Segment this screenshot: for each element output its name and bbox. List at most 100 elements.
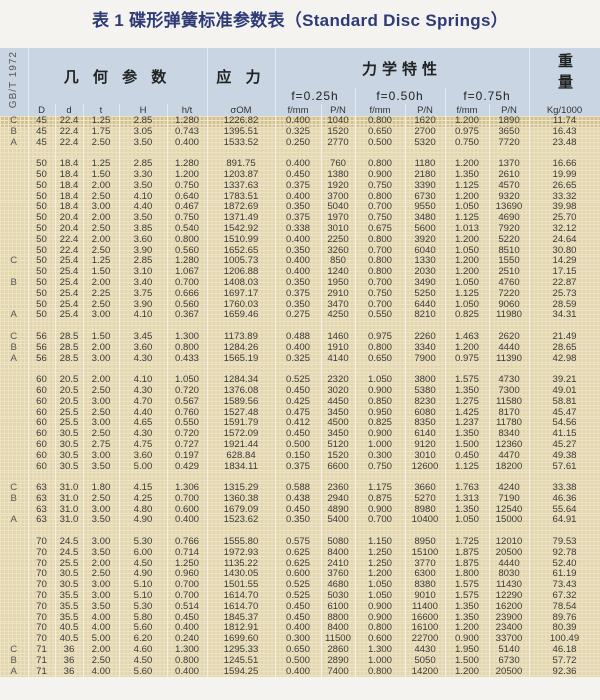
table-cell: 0.600	[275, 569, 322, 581]
grade-cell: C	[0, 645, 29, 656]
table-cell: 60	[28, 461, 56, 473]
table-cell: 1245.51	[207, 655, 276, 667]
table-cell: 8210	[405, 310, 446, 322]
table-cell: 0.250	[275, 137, 322, 149]
table-row: 60 30.5 2.75 4.75 0.727 1921.44 0.500 5120 1.000…	[0, 439, 600, 451]
table-cell: 2860	[321, 645, 356, 656]
table-cell: 1.200	[445, 342, 490, 354]
table-cell: 1330	[405, 256, 446, 268]
table-cell: 2910	[321, 288, 356, 300]
table-cell: 1.200	[445, 191, 490, 203]
table-cell: 1.125	[445, 180, 490, 192]
mechanics-header: 力学特性	[275, 48, 530, 88]
table-cell	[119, 364, 168, 376]
table-cell: 1620	[405, 116, 446, 127]
table-cell: 7300	[489, 385, 530, 397]
table-cell: 1.200	[445, 666, 490, 678]
table-cell: 1337.63	[207, 180, 276, 192]
table-cell: 7720	[489, 137, 530, 149]
table-cell: 5220	[489, 234, 530, 246]
table-cell: 4.90	[119, 515, 168, 527]
table-cell: 0.525	[275, 580, 322, 592]
table-cell: 2890	[321, 655, 356, 667]
table-cell: 1.350	[445, 601, 490, 613]
table-cell: 7220	[489, 288, 530, 300]
table-cell: 1.250	[167, 558, 208, 570]
table-cell: 3450	[321, 407, 356, 419]
table-cell: 25.4	[55, 310, 84, 322]
table-cell: 57.72	[529, 655, 600, 667]
table-cell: 5120	[321, 439, 356, 451]
table-cell: 25.4	[55, 277, 84, 289]
table-cell: 0.700	[355, 202, 406, 214]
table-cell: 2.00	[83, 375, 120, 386]
table-cell: 3700	[321, 191, 356, 203]
table-cell: 22700	[405, 634, 446, 646]
table-cell	[529, 364, 600, 376]
separator-row	[0, 321, 600, 332]
grade-cell: A	[0, 353, 29, 365]
table-cell: 5050	[405, 655, 446, 667]
table-cell: 0.450	[275, 169, 322, 181]
table-cell: 2030	[405, 267, 446, 278]
table-cell: 0.975	[355, 331, 406, 343]
table-cell: 1395.51	[207, 126, 276, 138]
table-cell	[355, 472, 406, 484]
table-cell: 3.50	[119, 137, 168, 149]
grade-cell	[0, 612, 29, 624]
table-row: 70 30.5 2.50 4.90 0.960 1430.05 0.600 3760 1.200…	[0, 569, 600, 581]
table-cell: 1.050	[445, 202, 490, 214]
table-cell: 11.74	[529, 116, 600, 127]
table-cell: 0.500	[275, 439, 322, 451]
table-cell: 28.59	[529, 299, 600, 311]
table-cell: 5270	[405, 493, 446, 505]
table-cell: 0.429	[167, 461, 208, 473]
table-cell	[275, 472, 322, 484]
table-cell: 4.10	[119, 310, 168, 322]
table-cell: 0.375	[275, 213, 322, 224]
table-cell: 3.00	[83, 310, 120, 322]
column-header: σOM	[207, 104, 276, 116]
table-cell: 0.433	[167, 353, 208, 365]
table-cell: 2620	[489, 331, 530, 343]
table-cell: 1.575	[445, 591, 490, 602]
table-cell: 1565.19	[207, 353, 276, 365]
standard-label: GB/T 1972	[8, 50, 20, 109]
table-cell: 1812.91	[207, 623, 276, 635]
table-row: C 45 22.4 1.25 2.85 1.280 1226.82 0.400 1040 0.80…	[0, 116, 600, 127]
table-cell: 3.50	[119, 180, 168, 192]
table-cell: 12600	[405, 461, 446, 473]
table-cell: 24.5	[55, 537, 84, 548]
table-cell: 0.475	[275, 407, 322, 419]
table-row: 50 18.4 2.00 3.50 0.750 1337.63 0.375 1920 0.750…	[0, 180, 600, 192]
grade-cell	[0, 461, 29, 473]
table-cell: 4.00	[83, 612, 120, 624]
table-cell: 2.00	[83, 213, 120, 224]
table-cell	[207, 364, 276, 376]
table-cell: 0.900	[355, 169, 406, 181]
table-cell: 70	[28, 569, 56, 581]
table-cell: 11980	[489, 310, 530, 322]
table-cell	[55, 526, 84, 538]
table-cell	[28, 364, 56, 376]
table-cell: 8980	[405, 504, 446, 516]
table-cell: 6730	[489, 655, 530, 667]
table-cell: 3340	[405, 342, 446, 354]
table-cell: 0.750	[355, 288, 406, 300]
table-cell: 6300	[405, 569, 446, 581]
table-cell: 1.067	[167, 267, 208, 278]
table-cell: 58.81	[529, 396, 600, 408]
table-row: B 56 28.5 2.00 3.60 0.800 1284.26 0.400 1910 0.80…	[0, 342, 600, 354]
table-cell: 760	[321, 159, 356, 170]
table-cell: 30.5	[55, 580, 84, 592]
table-cell: 0.900	[355, 429, 406, 440]
table-cell: 3770	[405, 558, 446, 570]
table-cell: 2.50	[83, 385, 120, 397]
table-cell: 25.4	[55, 267, 84, 278]
table-cell: 3.50	[83, 461, 120, 473]
table-cell: 5.60	[119, 666, 168, 678]
table-cell	[445, 364, 490, 376]
table-row: 70 25.5 2.00 4.50 1.250 1135.22 0.625 2410 1.250…	[0, 558, 600, 570]
table-cell: 3920	[405, 234, 446, 246]
table-cell: 0.438	[275, 493, 322, 505]
